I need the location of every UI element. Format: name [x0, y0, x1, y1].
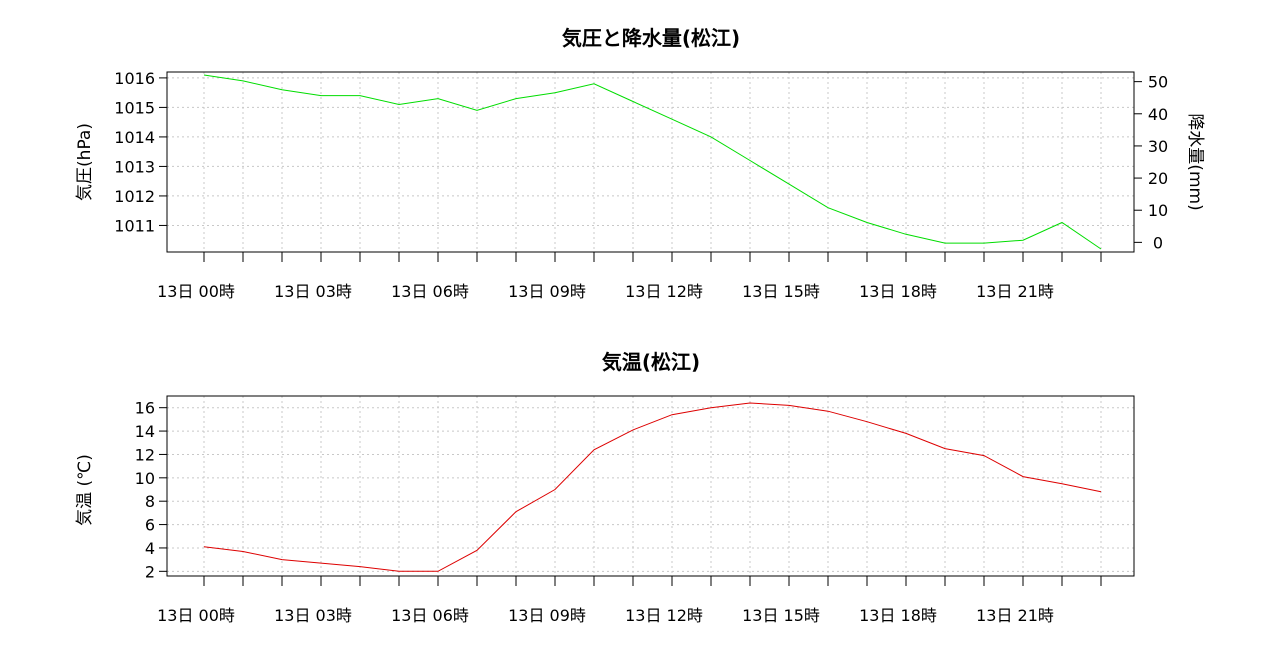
- y2-tick-label: 40: [1148, 105, 1168, 124]
- precipitation-y-axis-title: 降水量(mm): [1185, 113, 1205, 210]
- y-tick-label: 1016: [114, 69, 155, 88]
- pressure-y-axis-title: 気圧(hPa): [75, 123, 95, 201]
- x-tick-label: 13日 09時: [508, 282, 586, 301]
- y2-tick-label: 50: [1148, 73, 1168, 92]
- temperature-y-axis: 2 4 6 8 10 12 14 16: [135, 399, 167, 581]
- y-tick-label: 16: [135, 399, 155, 418]
- pressure-y-axis: 1011 1012 1013 1014 1015 1016: [114, 69, 167, 235]
- temperature-y-axis-title: 気温 (℃): [75, 454, 95, 526]
- y-tick-label: 12: [135, 445, 155, 464]
- y2-tick-label: 10: [1148, 201, 1168, 220]
- temperature-panel: 気温(松江) 2 4 6 8 10 12 14 16 13日 00時 13日 03時 13日 06…: [75, 350, 1135, 625]
- x-tick-label: 13日 15時: [742, 606, 820, 625]
- x-tick-label: 13日 15時: [742, 282, 820, 301]
- y2-tick-label: 0: [1153, 233, 1163, 252]
- pressure-precipitation-panel: 気圧と降水量(松江) 1011 1012 1013 1014 1015 1016 0 10 2…: [75, 26, 1205, 301]
- temperature-plot-frame: [166, 395, 1135, 577]
- x-tick-label: 13日 06時: [391, 282, 469, 301]
- temperature-series-line: [203, 402, 1102, 572]
- x-tick-label: 13日 09時: [508, 606, 586, 625]
- y2-tick-label: 20: [1148, 169, 1168, 188]
- pressure-chart-grid: [167, 72, 1134, 252]
- pressure-x-axis: 13日 00時 13日 03時 13日 06時 13日 09時 13日 12時 13日 1…: [157, 252, 1102, 301]
- x-tick-label: 13日 06時: [391, 606, 469, 625]
- y-tick-label: 1015: [114, 98, 155, 117]
- pressure-chart-title: 気圧と降水量(松江): [562, 26, 740, 50]
- precipitation-y-axis: 0 10 20 30 40 50: [1134, 73, 1168, 252]
- y-tick-label: 6: [145, 516, 155, 535]
- y-tick-label: 2: [145, 562, 155, 581]
- x-tick-label: 13日 03時: [274, 606, 352, 625]
- x-tick-label: 13日 18時: [859, 282, 937, 301]
- x-tick-label: 13日 12時: [625, 606, 703, 625]
- pressure-series-line: [203, 74, 1102, 250]
- temperature-chart-title: 気温(松江): [602, 350, 700, 374]
- x-tick-label: 13日 00時: [157, 606, 235, 625]
- y-tick-label: 1013: [114, 157, 155, 176]
- y2-tick-label: 30: [1148, 137, 1168, 156]
- x-tick-label: 13日 21時: [976, 606, 1054, 625]
- y-tick-label: 1011: [114, 216, 155, 235]
- x-tick-label: 13日 12時: [625, 282, 703, 301]
- x-tick-label: 13日 03時: [274, 282, 352, 301]
- x-tick-label: 13日 18時: [859, 606, 937, 625]
- y-tick-label: 1014: [114, 128, 155, 147]
- temperature-x-axis: 13日 00時 13日 03時 13日 06時 13日 09時 13日 12時 13日 1…: [157, 576, 1102, 625]
- y-tick-label: 10: [135, 469, 155, 488]
- y-tick-label: 1012: [114, 187, 155, 206]
- pressure-plot-frame: [166, 71, 1135, 253]
- y-tick-label: 4: [145, 539, 155, 558]
- temperature-chart-grid: [167, 396, 1134, 576]
- y-tick-label: 8: [145, 492, 155, 511]
- x-tick-label: 13日 00時: [157, 282, 235, 301]
- x-tick-label: 13日 21時: [976, 282, 1054, 301]
- y-tick-label: 14: [135, 422, 155, 441]
